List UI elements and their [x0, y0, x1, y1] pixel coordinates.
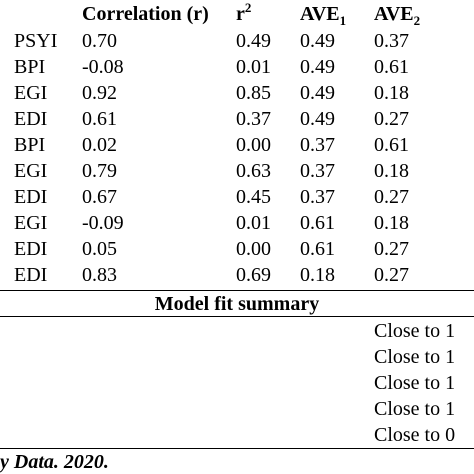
row-correlation: 0.83 [82, 264, 117, 286]
row-r-squared: 0.01 [236, 56, 271, 78]
header-correlation: Correlation (r) [82, 3, 209, 25]
row-ave1: 0.37 [300, 160, 335, 182]
model-fit-value: Close to 1 [374, 320, 456, 342]
row-r-squared: 0.69 [236, 264, 271, 286]
row-label: EDI [14, 186, 48, 208]
row-label: EDI [14, 238, 48, 260]
header-r-squared-sup: 2 [244, 0, 252, 15]
row-ave1: 0.49 [300, 82, 335, 104]
row-ave2: 0.18 [374, 160, 409, 182]
row-label: EDI [14, 108, 48, 130]
table-rule-top [0, 290, 474, 291]
row-ave2: 0.27 [374, 238, 409, 260]
row-correlation: 0.02 [82, 134, 117, 156]
row-label: PSYI [14, 30, 58, 52]
row-correlation: 0.92 [82, 82, 117, 104]
row-ave1: 0.61 [300, 238, 335, 260]
row-label: EGI [14, 160, 48, 182]
row-label: EDI [14, 264, 48, 286]
row-ave2: 0.18 [374, 82, 409, 104]
row-r-squared: 0.85 [236, 82, 271, 104]
row-ave2: 0.37 [374, 30, 409, 52]
row-correlation: 0.61 [82, 108, 117, 130]
row-label: EGI [14, 212, 48, 234]
row-ave2: 0.61 [374, 56, 409, 78]
row-label: BPI [14, 56, 46, 78]
model-fit-title: Model fit summary [154, 293, 320, 315]
header-r-squared-base: r [236, 3, 245, 25]
row-r-squared: 0.00 [236, 134, 271, 156]
header-ave2-sub: 2 [413, 13, 421, 28]
row-ave2: 0.18 [374, 212, 409, 234]
row-correlation: -0.08 [82, 56, 124, 78]
row-r-squared: 0.37 [236, 108, 271, 130]
table-rule-bottom [0, 316, 474, 317]
row-r-squared: 0.00 [236, 238, 271, 260]
row-ave1: 0.37 [300, 134, 335, 156]
row-correlation: 0.67 [82, 186, 117, 208]
row-r-squared: 0.49 [236, 30, 271, 52]
row-r-squared: 0.01 [236, 212, 271, 234]
row-ave1: 0.49 [300, 30, 335, 52]
header-ave2-base: AVE [374, 3, 414, 25]
row-ave2: 0.27 [374, 186, 409, 208]
model-fit-value: Close to 1 [374, 398, 456, 420]
row-correlation: 0.05 [82, 238, 117, 260]
model-fit-value: Close to 1 [374, 346, 456, 368]
header-ave2: AVE2 [374, 2, 420, 28]
row-ave1: 0.49 [300, 108, 335, 130]
row-label: EGI [14, 82, 48, 104]
header-ave1-sub: 1 [339, 13, 347, 28]
header-r-squared: r2 [236, 0, 252, 28]
row-ave2: 0.27 [374, 108, 409, 130]
row-r-squared: 0.45 [236, 186, 271, 208]
model-fit-value: Close to 1 [374, 372, 456, 394]
row-label: BPI [14, 134, 46, 156]
source-note: y Data. 2020. [0, 451, 109, 473]
row-correlation: 0.70 [82, 30, 117, 52]
header-ave1: AVE1 [300, 2, 346, 28]
row-correlation: -0.09 [82, 212, 124, 234]
row-ave1: 0.18 [300, 264, 335, 286]
row-ave1: 0.61 [300, 212, 335, 234]
model-fit-value: Close to 0 [374, 424, 456, 446]
row-r-squared: 0.63 [236, 160, 271, 182]
row-ave2: 0.27 [374, 264, 409, 286]
row-correlation: 0.79 [82, 160, 117, 182]
table-rule-end [0, 448, 474, 449]
header-ave1-base: AVE [300, 3, 340, 25]
row-ave1: 0.49 [300, 56, 335, 78]
row-ave1: 0.37 [300, 186, 335, 208]
row-ave2: 0.61 [374, 134, 409, 156]
